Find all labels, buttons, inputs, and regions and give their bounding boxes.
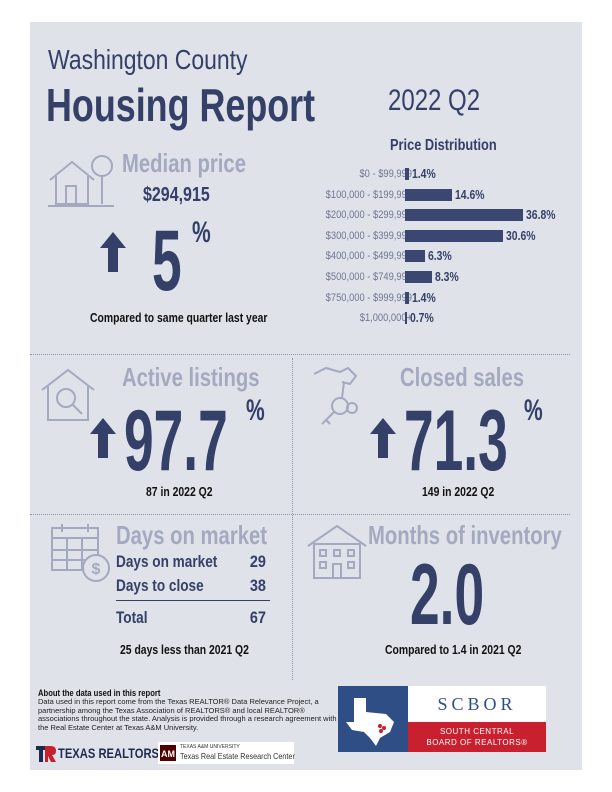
house-search-icon [41,368,95,421]
arrow-up-icon [100,232,126,272]
days-on-market-note: 25 days less than 2021 Q2 [120,642,249,657]
arrow-up-icon [90,418,116,458]
county-name: Washington County [48,44,248,75]
price-bar [405,209,523,222]
divider-horizontal-2 [30,514,570,515]
texas-map-icon [346,698,394,746]
closed-sales-title: Closed sales [400,362,525,392]
price-bar-row: $500,000 - $749,999 8.3% [300,269,600,285]
closed-sales-note: 149 in 2022 Q2 [422,484,495,499]
scbor-wordmark: SCBOR [437,694,517,714]
months-inventory-title: Months of inventory [368,520,562,550]
days-on-market-title: Days on market [116,520,268,550]
median-price-pct-sign: % [192,216,211,249]
scbor-line2: BOARD OF REALTORS® [426,738,528,747]
dom-row-label: Days on market [116,552,218,571]
price-bar-label: $100,000 - $199,999 [325,188,412,201]
divider-vertical [292,358,293,680]
arrow-up-icon [370,418,396,458]
price-bar-value: 1.4% [412,166,437,181]
price-bar-label: $200,000 - $299,999 [325,209,412,222]
scbor-line1: SOUTH CENTRAL [439,727,515,736]
median-price-note: Compared to same quarter last year [90,310,268,325]
price-bar-value: 30.6% [506,227,536,243]
dom-row-value: 38 [249,576,266,595]
tamu-logo: AM TEXAS A&M UNIVERSITY Texas Real Estat… [158,742,295,764]
price-distribution-title: Price Distribution [390,137,497,154]
active-listings-pct-sign: % [246,394,265,427]
building-icon [307,524,367,579]
dom-total-value: 67 [249,608,266,627]
price-bar [405,250,426,263]
texas-realtors-logo: TEXAS REALTORS [36,744,159,762]
price-bar-row: $750,000 - $999,999 1.4% [300,290,600,306]
dom-row-value: 29 [249,552,266,571]
median-price-title: Median price [122,148,246,178]
scbor-logo: SCBOR SOUTH CENTRAL BOARD OF REALTORS® [338,686,546,752]
dom-total-label: Total [116,608,148,627]
svg-text:AM: AM [161,749,175,759]
about-heading: About the data used in this report [38,688,161,698]
price-bar-label: $400,000 - $499,999 [325,250,412,263]
active-listings-change: 97.7 [124,393,228,489]
tamu-mark-icon: AM [160,745,176,761]
active-listings-title: Active listings [122,362,260,392]
median-price-change: 5 [152,213,182,309]
calendar-dollar-icon: $ [51,524,110,582]
price-bar-value: 6.3% [428,248,452,264]
texas-realtors-text: TEXAS REALTORS [58,745,160,761]
price-bar [405,271,432,283]
months-inventory-note: Compared to 1.4 in 2021 Q2 [385,642,522,657]
price-bar-value: 8.3% [434,269,459,284]
scbor-wordmark-panel: SCBOR [408,686,546,722]
hand-key-icon [313,366,358,425]
price-bar-row: $1,000,000+ 0.7% [300,310,600,326]
price-bar-row: $0 - $99,999 1.4% [300,166,600,182]
closed-sales-change: 71.3 [404,393,508,489]
divider-horizontal-1 [30,354,570,355]
closed-sales-pct-sign: % [524,394,543,427]
price-bar-label: $750,000 - $999,999 [325,291,412,304]
price-bar [405,229,504,242]
price-bar [405,291,410,304]
price-bar-label: $500,000 - $749,999 [325,271,412,283]
tr-mark-icon [36,746,56,762]
price-bar-value: 14.6% [454,186,485,202]
price-bar-label: $1,000,000+ [359,312,412,325]
price-bar-value: 1.4% [412,289,437,305]
price-bar [405,312,408,325]
active-listings-note: 87 in 2022 Q2 [146,484,213,499]
report-quarter: 2022 Q2 [388,84,481,117]
price-bar-row: $200,000 - $299,999 36.8% [300,207,600,223]
price-bar-label: $300,000 - $399,999 [325,229,412,242]
about-text: Data used in this report come from the T… [38,697,337,732]
price-bar-value: 0.7% [410,310,434,326]
dom-row-label: Days to close [116,576,204,595]
price-bar-row: $300,000 - $399,999 30.6% [300,228,600,244]
tamu-small-text: TEXAS A&M UNIVERSITY [180,744,240,750]
price-bar-row: $100,000 - $199,999 14.6% [300,187,600,203]
price-bar [405,168,410,180]
report-sheet: Washington County Housing Report 2022 Q2… [30,22,582,770]
dom-total-rule [116,600,270,601]
price-bar-row: $400,000 - $499,999 6.3% [300,248,600,264]
report-title: Housing Report [46,79,316,131]
tamu-center-text: Texas Real Estate Research Center [180,751,295,761]
price-bar-label: $0 - $99,999 [359,168,412,180]
median-price-value: $294,915 [143,184,210,206]
price-bar [405,188,452,201]
svg-text:$: $ [92,561,101,578]
price-bar-value: 36.8% [526,207,556,223]
scbor-tagline-panel: SOUTH CENTRAL BOARD OF REALTORS® [408,722,546,752]
house-tree-icon [48,155,114,207]
months-inventory-value: 2.0 [410,547,485,643]
